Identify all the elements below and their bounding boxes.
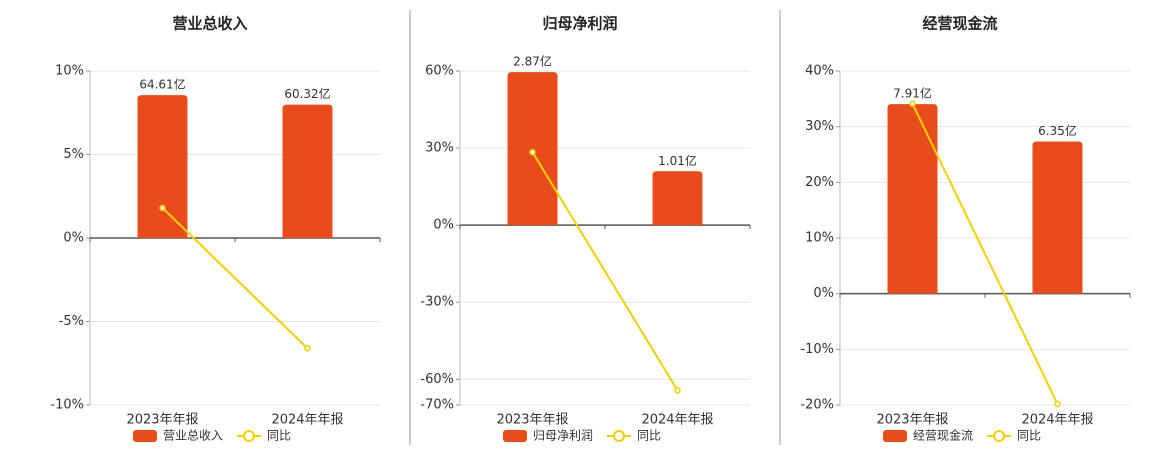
legend-label: 归母净利润 [533, 429, 593, 443]
value-label: 2.87亿 [513, 54, 552, 69]
x-tick-label: 2023年年报 [126, 413, 198, 428]
y-tick-label: 10% [55, 64, 84, 79]
legend-swatch [243, 430, 256, 442]
bar [887, 104, 938, 294]
line [531, 151, 679, 391]
y-tick-label: -60% [420, 372, 454, 387]
line-point [1054, 400, 1061, 408]
chart-title: 归母净利润 [542, 15, 617, 33]
x-tick-label: 2024年年报 [641, 413, 713, 428]
legend-label: 经营现金流 [913, 428, 973, 443]
y-tick-label: 5% [63, 147, 84, 162]
y-tick-label: -10% [50, 398, 84, 413]
x-tick-label: 2023年年报 [876, 413, 948, 428]
bar [652, 171, 703, 226]
y-tick-label: 10% [805, 231, 834, 246]
legend-label: 同比 [1017, 429, 1041, 443]
line-point [304, 344, 311, 352]
y-tick-label: 60% [425, 64, 454, 79]
value-label: 60.32亿 [284, 86, 330, 101]
y-tick-label: -5% [59, 314, 84, 329]
y-tick-label: 20% [805, 175, 834, 190]
bar [137, 95, 188, 238]
legend-label: 同比 [267, 429, 291, 443]
legend-swatch [503, 430, 527, 442]
legend-label: 同比 [637, 429, 661, 443]
line-point [159, 204, 166, 212]
y-tick-label: 30% [805, 119, 834, 134]
value-label: 6.35亿 [1038, 123, 1077, 138]
legend-swatch [993, 430, 1006, 442]
legend-swatch [613, 430, 626, 442]
y-tick-label: -20% [800, 398, 834, 413]
x-tick-label: 2024年年报 [271, 413, 343, 428]
y-tick-label: -70% [420, 398, 454, 413]
line [161, 207, 309, 349]
x-tick-label: 2024年年报 [1021, 413, 1093, 428]
bar [1032, 141, 1083, 294]
legend-swatch [133, 430, 157, 442]
line [911, 103, 1059, 405]
bar [507, 72, 558, 226]
legend-swatch [883, 430, 907, 442]
legend-label: 营业总收入 [163, 429, 223, 443]
y-tick-label: 0% [433, 218, 454, 233]
y-tick-label: 30% [425, 141, 454, 156]
value-label: 7.91亿 [893, 86, 932, 101]
y-tick-label: 0% [813, 286, 834, 301]
y-tick-label: -10% [800, 342, 834, 357]
line-point [909, 100, 916, 108]
y-tick-label: 0% [63, 231, 84, 246]
chart-title: 经营现金流 [922, 15, 997, 33]
value-label: 1.01亿 [658, 153, 697, 168]
y-tick-label: -30% [420, 295, 454, 310]
y-tick-label: 40% [805, 64, 834, 79]
value-label: 64.61亿 [139, 77, 185, 92]
x-tick-label: 2023年年报 [496, 413, 568, 428]
bar [282, 104, 333, 238]
chart-title: 营业总收入 [172, 15, 247, 33]
line-point [529, 148, 536, 156]
line-point [674, 387, 681, 394]
